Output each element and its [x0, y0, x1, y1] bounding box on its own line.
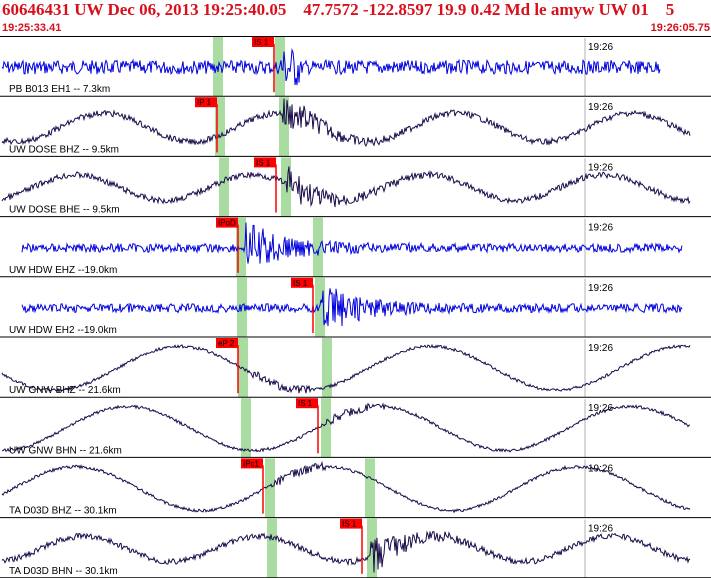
time-tick-label: 19:26	[588, 162, 613, 173]
phase-band	[281, 157, 291, 217]
phase-band	[315, 277, 325, 337]
time-tick-label: 19:26	[588, 524, 613, 535]
pick-box[interactable]	[296, 398, 318, 409]
header: 60646431 UW Dec 06, 2013 19:25:40.05 47.…	[0, 0, 711, 36]
trace-label: UW DOSE BHZ -- 9.5km	[9, 144, 119, 155]
pick-box[interactable]	[216, 338, 238, 348]
trace-label: PB B013 EH1 -- 7.3km	[9, 84, 110, 95]
trace-label: TA D03D BHZ -- 30.1km	[9, 506, 117, 517]
waveform	[1, 402, 691, 453]
time-tick-label: 19:26	[588, 283, 613, 294]
pick-box[interactable]	[216, 217, 238, 228]
trace-label: UW GNW BHN -- 21.6km	[9, 445, 122, 456]
pick-box[interactable]	[291, 277, 313, 288]
trace-label: UW HDW EHZ --19.0km	[9, 265, 117, 276]
phase-band	[321, 398, 331, 458]
pick-box[interactable]	[252, 37, 274, 47]
waveform	[21, 288, 683, 327]
pick-box[interactable]	[340, 518, 362, 529]
trace-label: UW DOSE BHE -- 9.5km	[9, 205, 120, 216]
phase-band	[241, 398, 251, 458]
trace-label: TA D03D BHN -- 30.1km	[9, 566, 118, 577]
time-tick-label: 19:26	[588, 343, 613, 354]
pick-label: IS 1	[293, 279, 308, 288]
trace-label: UW GNW BHZ -- 21.6km	[9, 385, 121, 396]
pick-label: IS 1	[256, 158, 271, 167]
end-time: 19:26:05.75	[650, 22, 710, 34]
pick-label: IPc1	[243, 459, 260, 468]
waveform	[21, 222, 683, 264]
time-tick-label: 19:26	[588, 223, 613, 234]
phase-band	[322, 338, 332, 398]
waveform	[1, 48, 661, 86]
phase-band	[267, 518, 277, 578]
seismogram-panel[interactable]: 19:26 IS 1 PB B013 EH1 -- 7.3km 19:26 IP 1 UW…	[0, 36, 711, 578]
pick-label: IS 1	[342, 520, 357, 529]
pick-box[interactable]	[254, 157, 276, 168]
waveform	[1, 166, 691, 208]
start-time: 19:25:33.41	[2, 22, 62, 34]
trace-label: UW HDW EH2 --19.0km	[9, 325, 117, 336]
phase-band	[265, 458, 275, 518]
time-tick-label: 19:26	[588, 463, 613, 474]
pick-box[interactable]	[241, 458, 263, 469]
phase-band	[219, 157, 229, 217]
time-tick-label: 19:26	[588, 42, 613, 53]
pick-box[interactable]	[195, 97, 217, 108]
waveform	[1, 98, 691, 147]
waveform	[1, 343, 691, 394]
phase-band	[213, 37, 223, 97]
pick-label: IP 1	[197, 98, 212, 107]
time-tick-label: 19:26	[588, 102, 613, 113]
event-title: 60646431 UW Dec 06, 2013 19:25:40.05 47.…	[2, 0, 675, 19]
waveform	[1, 460, 691, 514]
pick-label: IS 1	[254, 38, 269, 47]
phase-band	[236, 217, 246, 277]
waveform	[1, 530, 691, 573]
time-tick-label: 19:26	[588, 403, 613, 414]
phase-band	[313, 217, 323, 277]
pick-label: IS 1	[298, 399, 313, 408]
pick-label: eP 2	[218, 339, 235, 348]
phase-band	[215, 97, 225, 157]
pick-label: IPoD	[218, 219, 236, 228]
phase-band	[279, 97, 289, 157]
phase-band	[365, 458, 375, 518]
